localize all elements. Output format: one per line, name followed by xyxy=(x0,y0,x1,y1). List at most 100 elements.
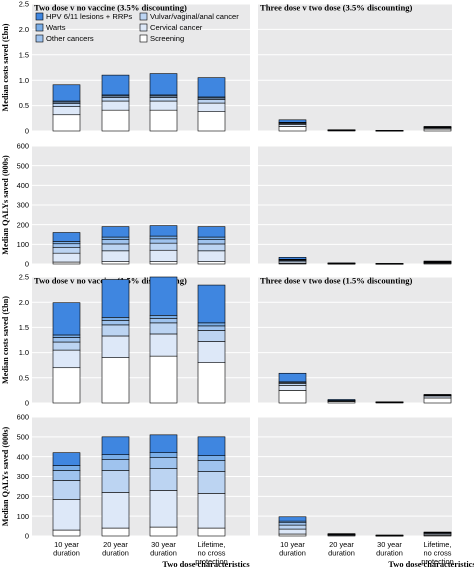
y-tick-label: 0 xyxy=(25,532,29,541)
bar-segment-other-cancers xyxy=(149,457,178,469)
legend-swatch-screening xyxy=(139,34,148,43)
x-category-label: 30 year duration xyxy=(376,540,403,557)
bar-segment-other-cancers xyxy=(52,470,81,481)
bar-segment-vulvar xyxy=(197,471,226,494)
y-axis-label: Median QALYs saved (000s) xyxy=(1,155,10,255)
bar-segment-warts xyxy=(101,236,130,240)
bar-segment-other-cancers xyxy=(52,243,81,248)
bar-segment-warts xyxy=(197,236,226,240)
legend-label: Cervical cancer xyxy=(150,23,203,32)
bar-segment-warts xyxy=(197,322,226,327)
bar-segment-cervical xyxy=(101,335,130,358)
chart-panel-4 xyxy=(258,145,452,265)
bar-segment-vulvar xyxy=(278,524,307,530)
bar-segment-hpv xyxy=(149,434,178,454)
bar-segment-hpv xyxy=(278,119,307,123)
y-axis-label: Median costs saved (£bn) xyxy=(1,296,10,384)
bar-segment-other-cancers xyxy=(149,238,178,244)
bar-segment-screening xyxy=(101,527,130,537)
bar-segment-cervical xyxy=(197,341,226,363)
legend-label: Screening xyxy=(150,34,184,43)
bar-segment-hpv xyxy=(101,279,130,318)
legend-label: Vulvar/vaginal/anal cancer xyxy=(150,12,239,21)
bar-segment-hpv xyxy=(278,516,307,522)
bar-segment-cervical xyxy=(278,528,307,535)
bar-segment-other-cancers xyxy=(197,239,226,245)
y-tick-label: 1.5 xyxy=(19,50,29,59)
legend-swatch-warts xyxy=(35,23,44,32)
bar-segment-hpv xyxy=(149,225,178,237)
bar-segment-warts xyxy=(149,315,178,319)
bar-segment-hpv xyxy=(423,394,452,396)
y-tick-label: 300 xyxy=(17,472,29,481)
chart-panel-5: 0 0.5 1.0 1.5 2.0 2.5 Median costs saved (£bn)… xyxy=(1,273,250,408)
bar-segment-cervical xyxy=(52,349,81,369)
bar-segment-hpv xyxy=(52,232,81,242)
bar-segment-hpv xyxy=(278,372,307,383)
y-tick-label: 2.5 xyxy=(19,0,29,9)
x-category-label: 30 year duration xyxy=(150,540,177,557)
bar-segment-other-cancers xyxy=(149,318,178,324)
bar-segment-hpv xyxy=(423,126,452,128)
y-tick-label: 0 xyxy=(25,127,29,136)
panel-title: Three dose v two dose (3.5% discounting) xyxy=(260,3,413,13)
y-tick-label: 500 xyxy=(17,432,29,441)
bar-segment-vulvar xyxy=(149,322,178,335)
bar-segment-screening xyxy=(101,261,130,265)
y-tick-label: 200 xyxy=(17,492,29,501)
bar-segment-warts xyxy=(197,455,226,461)
bar-segment-screening xyxy=(197,362,226,404)
bar-segment-hpv xyxy=(197,436,226,456)
x-category-label: 20 year duration xyxy=(102,540,129,557)
bar-segment-screening xyxy=(101,357,130,404)
y-tick-label: 2.0 xyxy=(19,25,29,34)
y-tick-label: 200 xyxy=(17,220,29,229)
bar-segment-vulvar xyxy=(101,243,130,252)
x-category-label: 10 year duration xyxy=(53,540,80,557)
bar-segment-other-cancers xyxy=(101,320,130,326)
y-tick-label: 2.0 xyxy=(19,298,29,307)
bar-segment-vulvar xyxy=(278,383,307,386)
bar-segment-warts xyxy=(101,317,130,321)
bar-segment-screening xyxy=(52,367,81,404)
bar-segment-cervical xyxy=(101,250,130,262)
bar-segment-hpv xyxy=(197,77,226,98)
bar-segment-screening xyxy=(278,390,307,404)
x-category-label: 10 year duration xyxy=(279,540,306,557)
legend-swatch-other-cancers xyxy=(35,34,44,43)
bar-segment-hpv xyxy=(278,257,307,260)
bar-segment-cervical xyxy=(149,333,178,357)
legend-swatch-cervical xyxy=(139,23,148,32)
y-tick-label: 1.0 xyxy=(19,348,29,357)
legend-label: Warts xyxy=(46,23,66,32)
bar-segment-vulvar xyxy=(197,243,226,252)
legend-swatch-hpv xyxy=(35,12,44,21)
chart-panel-2: Three dose v two dose (3.5% discounting) xyxy=(258,3,452,132)
bar-segment-screening xyxy=(278,126,307,132)
bar-segment-cervical xyxy=(52,106,81,116)
bar-segment-screening xyxy=(197,111,226,132)
bar-segment-screening xyxy=(149,109,178,132)
bar-segment-cervical xyxy=(197,250,226,262)
bar-segment-other-cancers xyxy=(197,325,226,331)
bar-segment-cervical xyxy=(149,490,178,528)
bar-segment-hpv xyxy=(52,84,81,102)
bar-segment-other-cancers xyxy=(101,239,130,245)
x-category-label: 20 year duration xyxy=(328,540,355,557)
chart-panel-8: 10 year duration 20 year duration 30 year dur… xyxy=(258,416,454,566)
bar-segment-screening xyxy=(423,128,452,132)
bar-segment-cervical xyxy=(278,385,307,391)
bar-segment-hpv xyxy=(327,399,356,401)
chart-panel-6: Three dose v two dose (1.5% discounting) xyxy=(258,276,452,404)
y-tick-label: 0.5 xyxy=(19,373,29,382)
bar-segment-cervical xyxy=(149,100,178,111)
bar-segment-screening xyxy=(197,527,226,537)
bar-segment-warts xyxy=(101,454,130,460)
y-tick-label: 300 xyxy=(17,201,29,210)
panel-title: Two dose v no vaccine (3.5% discounting) xyxy=(34,3,187,13)
legend: HPV 6/11 lesions + RRPs Vulvar/vaginal/an… xyxy=(35,12,239,43)
bar-segment-screening xyxy=(149,355,178,404)
y-tick-label: 0 xyxy=(25,399,29,408)
bar-segment-screening xyxy=(149,261,178,265)
